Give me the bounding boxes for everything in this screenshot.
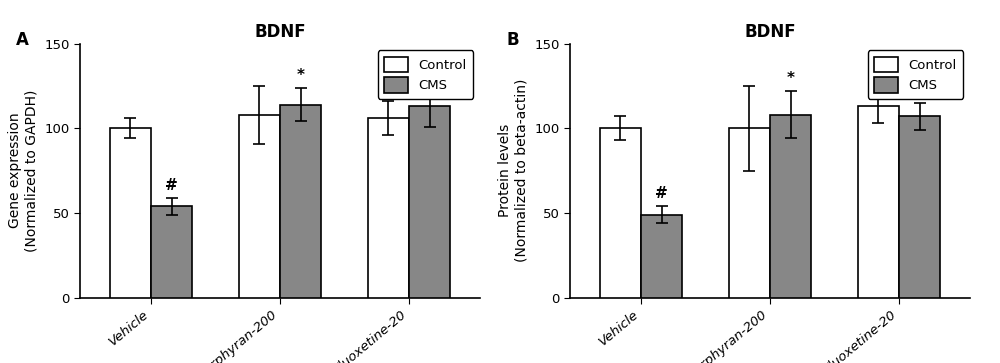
Bar <box>280 105 321 298</box>
Bar <box>770 115 811 298</box>
Bar <box>641 215 682 298</box>
Text: B: B <box>506 31 519 49</box>
Text: #: # <box>165 178 178 193</box>
Bar <box>600 128 641 298</box>
Legend: Control, CMS: Control, CMS <box>868 50 963 99</box>
Title: BDNF: BDNF <box>744 23 796 41</box>
Text: *: * <box>297 68 305 82</box>
Bar <box>110 128 151 298</box>
Bar <box>858 106 899 298</box>
Text: *: * <box>426 66 434 81</box>
Y-axis label: Gene expression
(Normalized to GAPDH): Gene expression (Normalized to GAPDH) <box>8 89 39 252</box>
Legend: Control, CMS: Control, CMS <box>378 50 473 99</box>
Y-axis label: Protein levels
(Normalized to beta-actin): Protein levels (Normalized to beta-actin… <box>498 79 529 262</box>
Bar <box>368 118 409 298</box>
Text: #: # <box>655 186 668 201</box>
Bar <box>409 106 450 298</box>
Bar <box>899 117 940 298</box>
Text: A: A <box>16 31 29 49</box>
Bar <box>239 115 280 298</box>
Bar <box>729 128 770 298</box>
Title: BDNF: BDNF <box>254 23 306 41</box>
Text: *: * <box>787 71 795 86</box>
Text: *: * <box>916 83 924 98</box>
Bar <box>151 206 192 298</box>
